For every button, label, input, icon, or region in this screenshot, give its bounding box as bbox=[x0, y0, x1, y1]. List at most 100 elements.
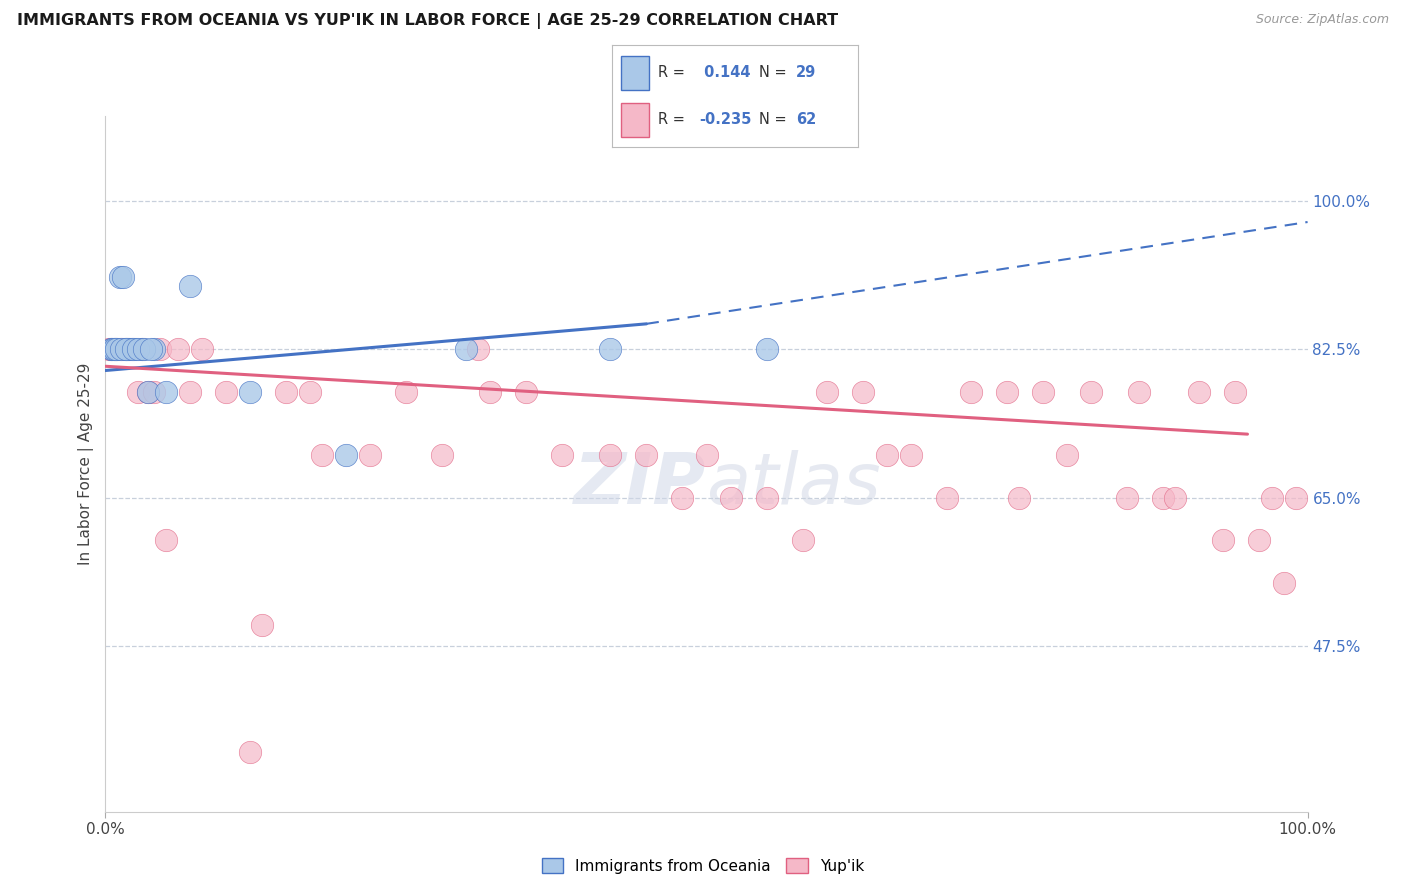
Point bbox=[124, 343, 146, 357]
Point bbox=[467, 343, 489, 357]
Point bbox=[122, 343, 145, 357]
Point bbox=[1260, 491, 1282, 505]
Point bbox=[112, 270, 135, 285]
Point bbox=[127, 343, 149, 357]
Point bbox=[117, 343, 139, 357]
Point bbox=[1188, 384, 1211, 399]
Point bbox=[155, 533, 177, 548]
Point bbox=[755, 491, 778, 505]
Point bbox=[359, 448, 381, 462]
Point bbox=[112, 343, 135, 357]
Point bbox=[120, 343, 142, 357]
Text: 29: 29 bbox=[796, 65, 817, 80]
Point bbox=[101, 343, 124, 357]
Point bbox=[103, 343, 125, 357]
Point bbox=[960, 384, 983, 399]
Point bbox=[142, 384, 165, 399]
Point bbox=[250, 618, 273, 632]
Point bbox=[515, 384, 537, 399]
Point bbox=[430, 448, 453, 462]
Point bbox=[214, 384, 236, 399]
Point bbox=[107, 343, 129, 357]
Point bbox=[131, 343, 153, 357]
Point bbox=[124, 343, 146, 357]
Text: R =: R = bbox=[658, 65, 690, 80]
Legend: Immigrants from Oceania, Yup'ik: Immigrants from Oceania, Yup'ik bbox=[536, 852, 870, 880]
Point bbox=[900, 448, 922, 462]
Point bbox=[239, 384, 262, 399]
Point bbox=[166, 343, 188, 357]
Point bbox=[1225, 384, 1247, 399]
Text: R =: R = bbox=[658, 112, 690, 128]
Point bbox=[104, 343, 127, 357]
Point bbox=[852, 384, 875, 399]
Point bbox=[1164, 491, 1187, 505]
Point bbox=[1284, 491, 1306, 505]
Point bbox=[139, 343, 162, 357]
Text: 0.144: 0.144 bbox=[699, 65, 751, 80]
Point bbox=[136, 384, 159, 399]
Point bbox=[115, 343, 138, 357]
Point bbox=[115, 343, 138, 357]
Point bbox=[876, 448, 898, 462]
Text: 62: 62 bbox=[796, 112, 817, 128]
Point bbox=[936, 491, 959, 505]
Point bbox=[110, 343, 132, 357]
Point bbox=[479, 384, 502, 399]
Point bbox=[1056, 448, 1078, 462]
Point bbox=[1152, 491, 1174, 505]
Point bbox=[118, 343, 141, 357]
Point bbox=[792, 533, 814, 548]
Point bbox=[98, 343, 121, 357]
Text: N =: N = bbox=[759, 65, 792, 80]
Point bbox=[132, 343, 155, 357]
Point bbox=[1128, 384, 1150, 399]
Text: -0.235: -0.235 bbox=[699, 112, 751, 128]
Point bbox=[1032, 384, 1054, 399]
Point bbox=[142, 343, 165, 357]
Point bbox=[696, 448, 718, 462]
Point bbox=[100, 343, 122, 357]
Point bbox=[127, 384, 149, 399]
Point bbox=[599, 448, 621, 462]
Point bbox=[1212, 533, 1234, 548]
Y-axis label: In Labor Force | Age 25-29: In Labor Force | Age 25-29 bbox=[79, 363, 94, 565]
Point bbox=[105, 343, 128, 357]
Point bbox=[179, 278, 201, 293]
Point bbox=[108, 270, 131, 285]
Bar bbox=[621, 56, 648, 90]
Point bbox=[190, 343, 212, 357]
Point bbox=[1080, 384, 1102, 399]
Point bbox=[103, 343, 125, 357]
Text: Source: ZipAtlas.com: Source: ZipAtlas.com bbox=[1256, 13, 1389, 27]
Point bbox=[105, 343, 128, 357]
Point bbox=[671, 491, 693, 505]
Text: ZIP: ZIP bbox=[574, 450, 707, 519]
Point bbox=[155, 384, 177, 399]
Text: IMMIGRANTS FROM OCEANIA VS YUP'IK IN LABOR FORCE | AGE 25-29 CORRELATION CHART: IMMIGRANTS FROM OCEANIA VS YUP'IK IN LAB… bbox=[17, 13, 838, 29]
Point bbox=[274, 384, 297, 399]
Point bbox=[100, 343, 122, 357]
Point bbox=[599, 343, 621, 357]
Point bbox=[121, 343, 143, 357]
Point bbox=[107, 343, 129, 357]
Point bbox=[815, 384, 838, 399]
Point bbox=[179, 384, 201, 399]
Point bbox=[131, 343, 153, 357]
Text: N =: N = bbox=[759, 112, 792, 128]
Point bbox=[110, 343, 132, 357]
Point bbox=[454, 343, 477, 357]
Point bbox=[148, 343, 170, 357]
Point bbox=[1116, 491, 1139, 505]
Point bbox=[755, 343, 778, 357]
Point bbox=[720, 491, 742, 505]
Point bbox=[311, 448, 333, 462]
Point bbox=[551, 448, 574, 462]
Point bbox=[395, 384, 418, 399]
Point bbox=[114, 343, 136, 357]
Point bbox=[1008, 491, 1031, 505]
Text: atlas: atlas bbox=[707, 450, 882, 519]
Point bbox=[239, 745, 262, 759]
Point bbox=[136, 384, 159, 399]
Point bbox=[1249, 533, 1271, 548]
